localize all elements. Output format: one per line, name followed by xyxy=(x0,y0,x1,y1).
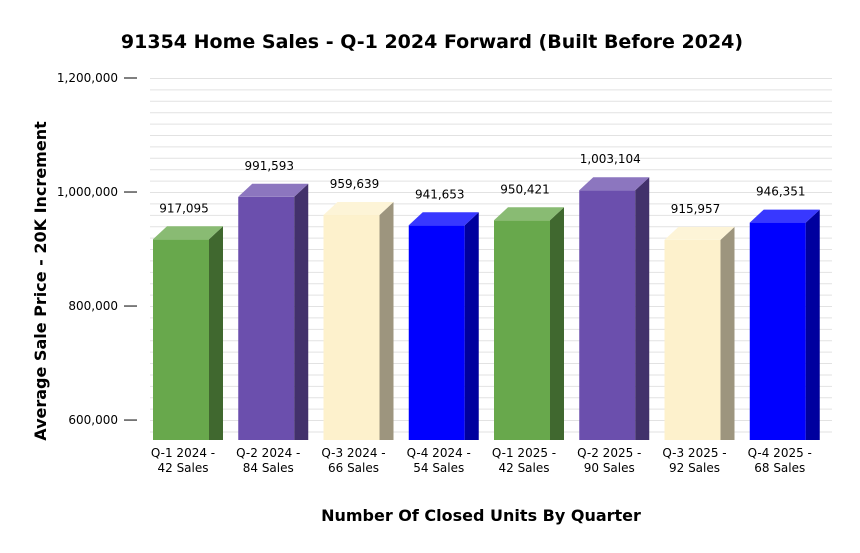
data-labels: 917,095 991,593 959,639 941,653 950,421 1,003… xyxy=(159,152,805,216)
bar-side xyxy=(294,183,309,440)
bar-side xyxy=(720,226,735,440)
y-axis-title: Average Sale Price - 20K Increment xyxy=(31,121,50,441)
x-category-label: Q-2 2025 -90 Sales xyxy=(577,446,641,475)
bar-front xyxy=(749,222,806,440)
x-category-label: Q-3 2025 -92 Sales xyxy=(662,446,726,475)
bar-front xyxy=(494,220,550,440)
bar-top xyxy=(408,212,479,226)
bar-top xyxy=(153,226,223,240)
bar-side xyxy=(209,226,223,440)
bar-top xyxy=(238,183,309,197)
bar-side xyxy=(550,207,564,440)
bar-top xyxy=(749,209,820,223)
y-tick-label: 1,000,000 xyxy=(57,185,118,199)
x-category-label: Q-4 2024 -54 Sales xyxy=(407,446,471,475)
x-axis-title: Number Of Closed Units By Quarter xyxy=(321,506,641,525)
bar-top xyxy=(323,202,394,216)
chart-title: 91354 Home Sales - Q-1 2024 Forward (Bui… xyxy=(121,31,743,53)
bars xyxy=(153,177,820,441)
y-tick-label: 600,000 xyxy=(68,413,118,427)
data-label: 946,351 xyxy=(756,185,806,199)
data-label: 1,003,104 xyxy=(580,152,641,166)
bar-side xyxy=(379,202,394,440)
bar-front xyxy=(408,225,465,440)
bar-side xyxy=(635,177,650,441)
bar-front xyxy=(323,215,380,440)
data-label: 915,957 xyxy=(671,202,721,216)
bar xyxy=(323,202,394,440)
bar xyxy=(238,183,309,440)
bar-top xyxy=(579,177,650,191)
x-category-label: Q-2 2024 -84 Sales xyxy=(236,446,300,475)
y-tick-label: 1,200,000 xyxy=(57,71,118,85)
bar-front xyxy=(238,196,295,440)
bar-side xyxy=(464,212,479,440)
bar xyxy=(408,212,479,440)
bar-side xyxy=(805,209,820,440)
bar xyxy=(579,177,650,441)
bar-front xyxy=(153,239,209,440)
bar xyxy=(749,209,820,440)
bar-front xyxy=(664,239,721,440)
bar xyxy=(664,226,735,440)
x-axis-categories: Q-1 2024 -42 Sales Q-2 2024 -84 Sales Q-3 … xyxy=(151,446,812,475)
y-axis: 600,000 800,000 1,000,000 1,200,000 xyxy=(57,71,137,427)
bar-top xyxy=(494,207,564,221)
data-label: 959,639 xyxy=(330,177,380,191)
bar xyxy=(153,226,223,440)
bar-front xyxy=(579,190,636,440)
data-label: 991,593 xyxy=(244,159,294,173)
x-category-label: Q-3 2024 -66 Sales xyxy=(321,446,385,475)
x-category-label: Q-1 2025 -42 Sales xyxy=(492,446,556,475)
bar xyxy=(494,207,564,440)
y-tick-label: 800,000 xyxy=(68,299,118,313)
x-category-label: Q-1 2024 -42 Sales xyxy=(151,446,215,475)
data-label: 917,095 xyxy=(159,201,209,215)
bar-top xyxy=(664,226,735,240)
data-label: 950,421 xyxy=(500,182,550,196)
x-category-label: Q-4 2025 -68 Sales xyxy=(748,446,812,475)
data-label: 941,653 xyxy=(415,187,465,201)
